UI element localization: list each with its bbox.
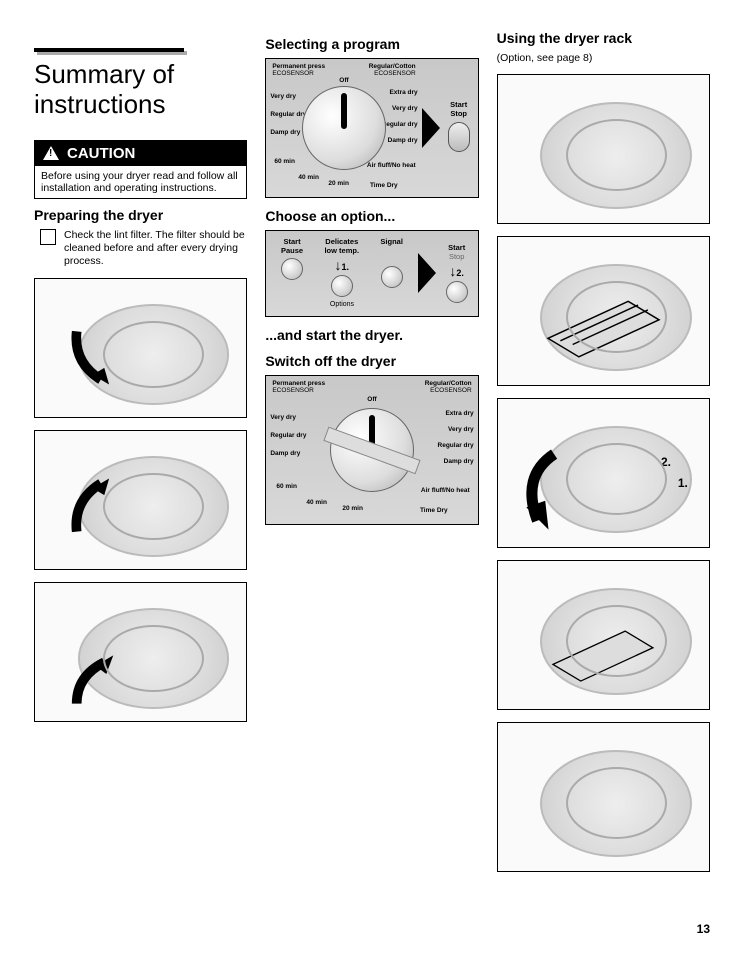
illustration-load-laundry bbox=[34, 430, 247, 570]
start-label: Start bbox=[448, 243, 465, 252]
options-footer: Options bbox=[270, 301, 413, 308]
stop-label: Stop bbox=[449, 252, 464, 261]
start-stop-button bbox=[448, 122, 470, 152]
arrow-right-icon bbox=[422, 108, 440, 148]
dial-area: Permanent pressECOSENSOR Regular/CottonE… bbox=[270, 63, 417, 193]
program-dial-panel: Permanent pressECOSENSOR Regular/CottonE… bbox=[265, 58, 478, 198]
dial-label: Damp dry bbox=[444, 458, 474, 465]
dial-off-label: Off bbox=[367, 396, 376, 403]
selecting-heading: Selecting a program bbox=[265, 36, 478, 52]
preparing-heading: Preparing the dryer bbox=[34, 207, 247, 223]
illustration-rack-3: 2. 1. bbox=[497, 398, 710, 548]
arrow-icon bbox=[48, 645, 154, 714]
opt-start: StartStop ↓2. bbox=[440, 243, 474, 303]
program-dial bbox=[302, 86, 386, 170]
start-stop-block: Start Stop bbox=[444, 100, 474, 156]
main-title: Summary of instructions bbox=[34, 60, 247, 120]
illustration-rack-2 bbox=[497, 236, 710, 386]
dial-label: 60 min bbox=[274, 158, 295, 165]
opt-label: Delicates low temp. bbox=[324, 237, 359, 255]
dial-right-sub: ECOSENSOR bbox=[430, 387, 472, 394]
warning-icon bbox=[43, 146, 59, 160]
opt-button bbox=[281, 258, 303, 280]
check-text: Check the lint filter. The filter should… bbox=[64, 229, 247, 268]
dial-label: Damp dry bbox=[270, 450, 300, 457]
arrow-right-icon bbox=[418, 253, 436, 293]
column-right: Using the dryer rack (Option, see page 8… bbox=[497, 30, 710, 884]
dial-right-sub: ECOSENSOR bbox=[374, 70, 416, 77]
dial-label: Regular dry bbox=[382, 121, 418, 128]
dial-left-sub: ECOSENSOR bbox=[272, 70, 314, 77]
down-arrow-icon: ↓2. bbox=[449, 264, 464, 278]
opt-button bbox=[381, 266, 403, 288]
switch-off-heading: Switch off the dryer bbox=[265, 353, 478, 369]
down-arrow-icon: ↓1. bbox=[335, 258, 350, 272]
caution-text: Before using your dryer read and follow … bbox=[35, 166, 246, 198]
illustration-rack-5 bbox=[497, 722, 710, 872]
start-dryer-heading: ...and start the dryer. bbox=[265, 327, 478, 343]
dial-label: Regular dry bbox=[270, 111, 306, 118]
illustration-lint-filter bbox=[34, 278, 247, 418]
program-dial-off bbox=[330, 408, 414, 492]
caution-box: CAUTION Before using your dryer read and… bbox=[34, 140, 247, 199]
dial-label: Damp dry bbox=[270, 129, 300, 136]
dial-right-head: Regular/Cotton bbox=[369, 63, 416, 70]
dial-label: 40 min bbox=[298, 174, 319, 181]
dial-label: Air fluff/No heat bbox=[421, 487, 470, 494]
opt-label: Signal bbox=[380, 237, 403, 246]
dial-timedry: Time Dry bbox=[370, 182, 398, 189]
checkbox-icon bbox=[40, 229, 56, 245]
arrow-icon bbox=[506, 443, 580, 532]
column-left: Summary of instructions CAUTION Before u… bbox=[34, 30, 247, 884]
dial-label: 60 min bbox=[276, 483, 297, 490]
caution-header: CAUTION bbox=[35, 141, 246, 166]
start-stop-label: Start Stop bbox=[444, 100, 474, 118]
opt-button bbox=[331, 275, 353, 297]
dial-label: Extra dry bbox=[445, 410, 473, 417]
column-middle: Selecting a program Permanent pressECOSE… bbox=[265, 30, 478, 884]
dial-label: 40 min bbox=[306, 499, 327, 506]
dial-left-head: Permanent press bbox=[272, 63, 325, 70]
opt-delicates: Delicates low temp. ↓1. bbox=[324, 237, 359, 297]
dial-label: Very dry bbox=[448, 426, 474, 433]
step-1-label: 1. bbox=[678, 476, 688, 490]
illustration-rack-1 bbox=[497, 74, 710, 224]
rack-icon bbox=[519, 289, 688, 363]
rack-sub: (Option, see page 8) bbox=[497, 52, 710, 64]
dial-label: 20 min bbox=[328, 180, 349, 187]
dial-left-head: Permanent press bbox=[272, 380, 325, 387]
opt-button bbox=[446, 281, 468, 303]
arrow-icon bbox=[48, 321, 154, 390]
dial-label: Extra dry bbox=[389, 89, 417, 96]
dial-right-head: Regular/Cotton bbox=[425, 380, 472, 387]
dial-label: Very dry bbox=[270, 93, 296, 100]
step-2-label: 2. bbox=[661, 455, 671, 469]
caution-label: CAUTION bbox=[67, 145, 135, 162]
off-dial-panel: Permanent pressECOSENSOR Regular/CottonE… bbox=[265, 375, 478, 525]
choose-option-heading: Choose an option... bbox=[265, 208, 478, 224]
opt-start-pause: Start Pause bbox=[281, 237, 303, 297]
opt-label: Start Pause bbox=[281, 237, 303, 255]
illustration-rack-4 bbox=[497, 560, 710, 710]
dial-label: Damp dry bbox=[388, 137, 418, 144]
illustration-close-door bbox=[34, 582, 247, 722]
opt-signal: Signal bbox=[380, 237, 403, 297]
rack-heading: Using the dryer rack bbox=[497, 30, 710, 46]
title-rule bbox=[34, 48, 184, 52]
dial-timedry: Time Dry bbox=[420, 507, 448, 514]
arrow-icon bbox=[48, 473, 154, 542]
dial-label: Very dry bbox=[270, 414, 296, 421]
dial-label: Regular dry bbox=[438, 442, 474, 449]
dial-label: Regular dry bbox=[270, 432, 306, 439]
dial-left-sub: ECOSENSOR bbox=[272, 387, 314, 394]
dial-label: Very dry bbox=[392, 105, 418, 112]
dial-label: Air fluff/No heat bbox=[367, 162, 416, 169]
dial-label: 20 min bbox=[342, 505, 363, 512]
options-panel: Start Pause Delicates low temp. ↓1. Sign… bbox=[265, 230, 478, 317]
check-lint-item: Check the lint filter. The filter should… bbox=[34, 229, 247, 268]
page-number: 13 bbox=[697, 922, 710, 936]
rack-icon bbox=[529, 620, 677, 687]
dial-off-label: Off bbox=[339, 77, 348, 84]
